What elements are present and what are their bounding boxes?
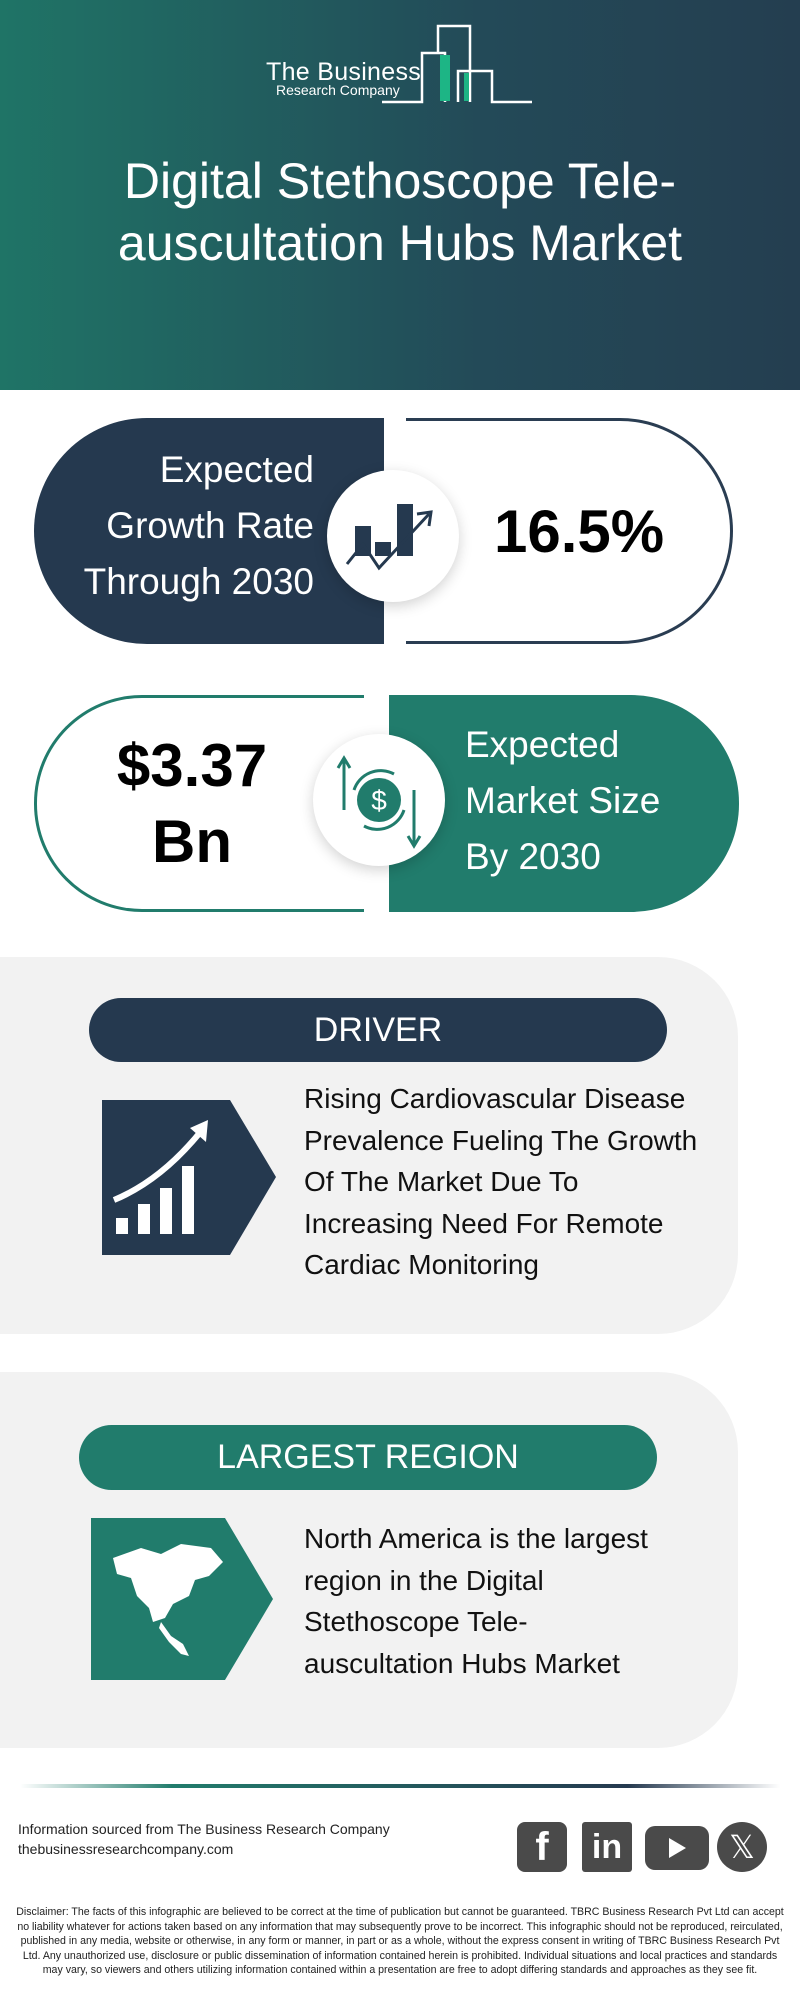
driver-section: DRIVER Rising Cardiovascular Disease Pre… — [0, 957, 738, 1334]
source-text: Information sourced from The Business Re… — [18, 1821, 390, 1837]
website-link[interactable]: thebusinessresearchcompany.com — [18, 1841, 234, 1857]
logo-text: The Business — [266, 58, 422, 86]
north-america-map-icon — [91, 1518, 273, 1680]
region-heading: LARGEST REGION — [79, 1425, 657, 1490]
region-text-line: region in the Digital — [304, 1564, 544, 1596]
market-icon-circle: $ — [313, 734, 445, 866]
region-section: LARGEST REGION North America is the larg… — [0, 1372, 738, 1748]
x-icon[interactable]: 𝕏 — [717, 1822, 767, 1872]
region-text-line: auscultation Hubs Market — [304, 1647, 620, 1679]
driver-heading: DRIVER — [89, 998, 667, 1062]
youtube-icon[interactable] — [645, 1826, 709, 1870]
driver-text-line: Increasing Need For Remote — [304, 1207, 664, 1239]
growth-chart-icon — [345, 504, 433, 571]
region-text-line: North America is the largest — [304, 1523, 648, 1554]
market-size-unit: Bn — [152, 808, 232, 875]
logo-buildings-icon — [382, 24, 532, 104]
page-title: Digital Stethoscope Tele-auscultation Hu… — [117, 153, 683, 271]
growth-label-line: Expected — [159, 449, 314, 490]
footer-divider — [20, 1784, 780, 1788]
market-size-label-line: Market Size — [465, 780, 661, 821]
driver-text-line: Prevalence Fueling The Growth — [304, 1124, 698, 1156]
facebook-icon[interactable]: f — [517, 1822, 567, 1872]
growth-label-panel: Expected Growth Rate Through 2030 — [34, 418, 384, 644]
header-banner: The Business Research Company Digital St… — [0, 0, 800, 390]
growth-label-line: Through 2030 — [83, 561, 314, 602]
market-size-label-line: By 2030 — [465, 836, 601, 877]
growth-value: 16.5% — [494, 498, 665, 565]
market-size-label-line: Expected — [465, 724, 620, 765]
logo-subtext: Research Company — [276, 82, 400, 98]
growth-label-line: Growth Rate — [106, 505, 314, 546]
market-size-value: $3.37 — [116, 732, 268, 799]
linkedin-icon[interactable]: in — [582, 1822, 632, 1872]
disclaimer: Disclaimer: The facts of this infographi… — [16, 1906, 784, 1976]
driver-text-line: Cardiac Monitoring — [304, 1249, 539, 1280]
market-size-value-panel: $3.37 Bn — [34, 695, 364, 912]
region-text-line: Stethoscope Tele- — [304, 1606, 528, 1637]
dollar-cycle-icon: $ — [336, 755, 422, 849]
driver-text-line: Rising Cardiovascular Disease — [304, 1083, 686, 1114]
driver-growth-icon — [102, 1100, 276, 1255]
growth-value-panel: 16.5% — [406, 418, 733, 644]
driver-text-line: Of The Market Due To — [304, 1166, 579, 1197]
market-size-label-panel: Expected Market Size By 2030 — [389, 695, 739, 912]
growth-icon-circle — [327, 470, 459, 602]
svg-text:$: $ — [371, 785, 387, 816]
